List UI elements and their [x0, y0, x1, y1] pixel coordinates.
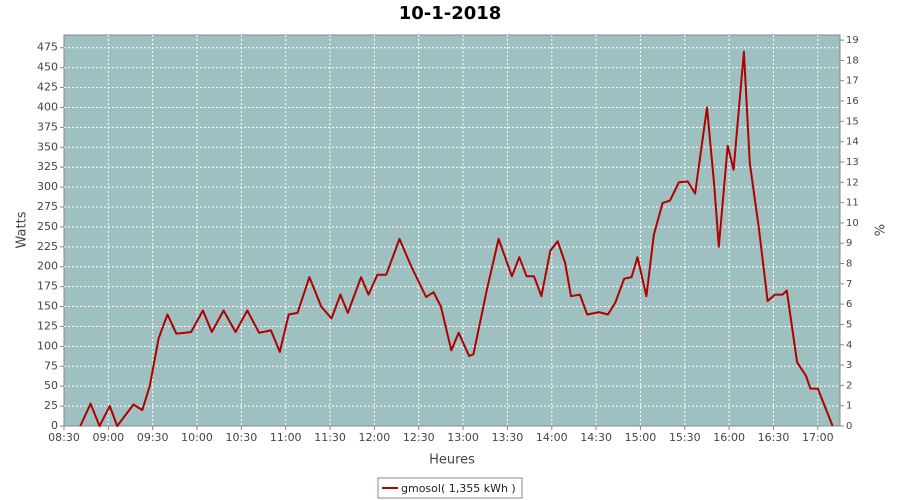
x-tick-label: 08:30 — [48, 431, 80, 444]
y-tick-label: 375 — [37, 120, 58, 133]
x-tick-label: 10:30 — [226, 431, 258, 444]
y2-tick-label: 19 — [846, 35, 859, 46]
y-tick-label: 325 — [37, 160, 58, 173]
plot-area — [63, 34, 841, 427]
x-tick-label: 09:00 — [92, 431, 124, 444]
x-tick-label: 16:00 — [713, 431, 745, 444]
x-tick-label: 09:30 — [137, 431, 169, 444]
y2-tick-label: 14 — [846, 137, 859, 148]
y-tick-label: 350 — [37, 140, 58, 153]
y2-tick-label: 8 — [846, 259, 852, 270]
y-tick-label: 200 — [37, 260, 58, 273]
x-tick-label: 12:30 — [403, 431, 435, 444]
x-tick-label: 13:30 — [492, 431, 524, 444]
y-tick-label: 50 — [44, 379, 58, 392]
y-tick-label: 0 — [51, 419, 58, 432]
y2-tick-label: 4 — [846, 340, 852, 351]
y-tick-label: 475 — [37, 41, 58, 54]
y2-tick-label: 3 — [846, 360, 852, 371]
y2-tick-label: 12 — [846, 177, 859, 188]
x-tick-label: 16:30 — [758, 431, 790, 444]
y2-tick-label: 11 — [846, 198, 859, 209]
x-tick-label: 15:30 — [669, 431, 701, 444]
y-tick-label: 175 — [37, 280, 58, 293]
y2-tick-label: 13 — [846, 157, 859, 168]
y-tick-label: 275 — [37, 200, 58, 213]
y2-tick-label: 9 — [846, 238, 852, 249]
y-tick-label: 25 — [44, 399, 58, 412]
y-axis-label: Watts — [15, 211, 30, 248]
y-tick-label: 75 — [44, 359, 58, 372]
legend-box — [377, 477, 523, 499]
y2-tick-label: 7 — [846, 279, 852, 290]
y-tick-label: 300 — [37, 180, 58, 193]
x-tick-label: 11:00 — [270, 431, 302, 444]
y2-tick-label: 15 — [846, 116, 859, 127]
x-tick-label: 17:00 — [802, 431, 834, 444]
legend: gmosol( 1,355 kWh ) — [377, 477, 523, 499]
x-tick-label: 12:00 — [359, 431, 391, 444]
y-tick-label: 100 — [37, 339, 58, 352]
x-tick-label: 11:30 — [314, 431, 346, 444]
y2-tick-label: 2 — [846, 380, 852, 391]
x-tick-label: 15:00 — [625, 431, 657, 444]
y-tick-label: 125 — [37, 319, 58, 332]
y-tick-label: 425 — [37, 81, 58, 94]
chart-title: 10-1-2018 — [399, 3, 502, 24]
x-axis-label: Heures — [429, 453, 475, 468]
y-tick-label: 225 — [37, 240, 58, 253]
y2-axis-label: % — [874, 224, 889, 236]
x-tick-label: 10:00 — [181, 431, 213, 444]
y2-tick-label: 0 — [846, 421, 852, 432]
y-tick-label: 400 — [37, 100, 58, 113]
y2-tick-label: 6 — [846, 299, 852, 310]
y2-tick-label: 18 — [846, 55, 859, 66]
series-line — [79, 50, 834, 427]
y-tick-label: 150 — [37, 300, 58, 313]
y2-tick-label: 5 — [846, 319, 852, 330]
y2-tick-label: 1 — [846, 401, 852, 412]
x-tick-label: 14:00 — [536, 431, 568, 444]
y2-tick-label: 10 — [846, 218, 859, 229]
y2-tick-label: 16 — [846, 96, 859, 107]
y2-tick-label: 17 — [846, 76, 859, 87]
x-tick-label: 13:00 — [447, 431, 479, 444]
x-tick-label: 14:30 — [580, 431, 612, 444]
y-tick-label: 450 — [37, 61, 58, 74]
legend-label: gmosol( 1,355 kWh ) — [401, 482, 516, 495]
y-tick-label: 250 — [37, 220, 58, 233]
